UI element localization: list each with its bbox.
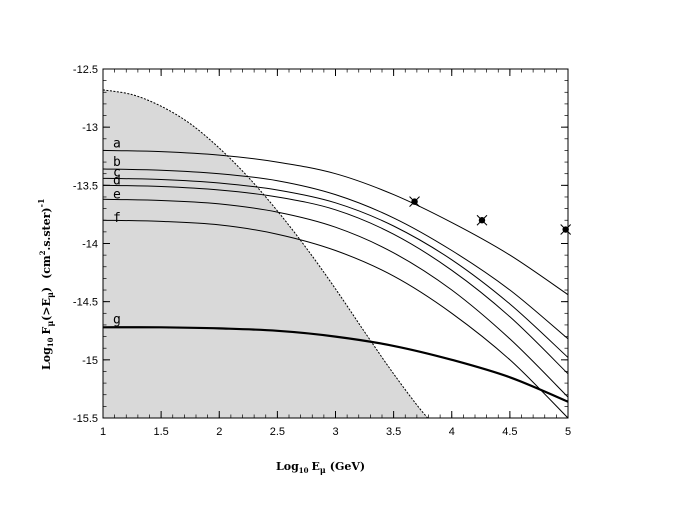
curve-c [103,177,568,358]
curve-label-f: f [113,211,121,226]
curve-e [103,198,568,398]
y-axis-label: Log10Fμ(>Eμ)(cm2.s.ster)-1 [36,198,55,370]
data-point [560,224,572,235]
x-tick-label: 4.5 [502,426,517,438]
shaded-region-layer [103,69,429,418]
x-tick-label: 1 [100,426,106,438]
y-tick-label: -13.5 [73,180,98,192]
shaded-region [103,69,428,418]
curve-d [103,184,568,375]
curve-label-a: a [113,136,121,151]
y-tick-label: -14.5 [73,297,98,309]
plot-frame [102,68,569,419]
x-tick-label: 4 [449,426,455,438]
y-tick-label: -15 [82,355,98,367]
curve-label-c: c [113,165,121,180]
curve-g [103,326,568,403]
point-layer [409,196,572,235]
x-tick-label: 2 [216,426,222,438]
x-tick-label: 2.5 [270,426,285,438]
curve-layer [103,149,568,418]
curve-label-g: g [113,312,121,327]
curve-f [103,219,568,418]
x-tick-label: 3.5 [386,426,401,438]
x-tick-label: 5 [565,426,571,438]
shaded-region-boundary [103,89,429,418]
y-tick-label: -12.5 [73,64,98,76]
x-tick-label: 3 [332,426,338,438]
y-tick-label: -13 [82,122,98,134]
x-tick-label: 1.5 [153,426,168,438]
y-tick-label: -14 [82,239,98,251]
curve-label-e: e [113,187,121,202]
tick-label-layer: 1 1.5 2 2.5 3 3.5 4 4.5 5 -12.5 -13 -13.5 -14 -14.5 -1… [73,64,571,438]
curve-b [103,168,568,340]
curve-label-d: d [113,173,121,188]
data-point [476,214,488,226]
y-tick-label: -15.5 [73,413,98,425]
curve-a [103,149,568,296]
data-point [409,196,420,207]
curve-label-b: b [113,155,121,170]
x-axis-label: Log10 Eμ (GeV) [276,460,365,475]
